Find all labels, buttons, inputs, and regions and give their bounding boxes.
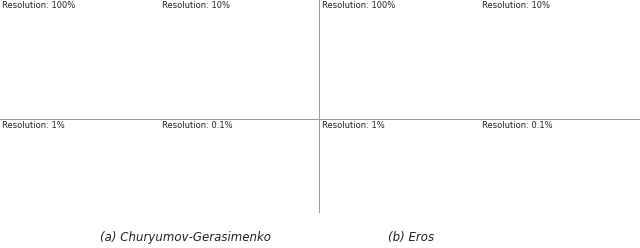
Text: Resolution: 0.1%: Resolution: 0.1% <box>482 121 552 130</box>
Bar <box>0 0 160 118</box>
Text: Resolution: 1%: Resolution: 1% <box>322 121 385 130</box>
Bar <box>160 0 318 118</box>
Text: Resolution: 10%: Resolution: 10% <box>482 1 550 10</box>
Bar <box>320 120 480 212</box>
Bar <box>160 120 318 212</box>
Bar <box>480 120 640 212</box>
Text: (b) Eros: (b) Eros <box>388 230 434 244</box>
Text: Resolution: 1%: Resolution: 1% <box>2 121 65 130</box>
Text: Resolution: 10%: Resolution: 10% <box>162 1 230 10</box>
Bar <box>0 120 160 212</box>
Bar <box>320 0 480 118</box>
Text: Resolution: 0.1%: Resolution: 0.1% <box>162 121 232 130</box>
Bar <box>480 0 640 118</box>
Text: Resolution: 100%: Resolution: 100% <box>322 1 396 10</box>
Text: (a) Churyumov-Gerasimenko: (a) Churyumov-Gerasimenko <box>100 230 271 244</box>
Text: Resolution: 100%: Resolution: 100% <box>2 1 76 10</box>
